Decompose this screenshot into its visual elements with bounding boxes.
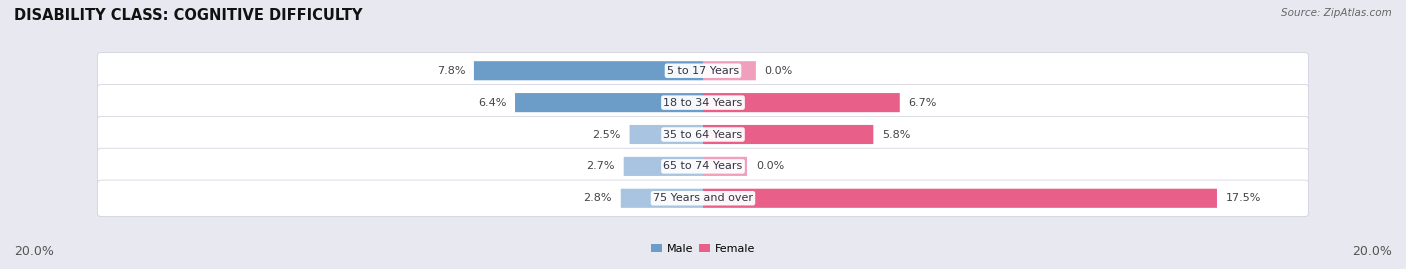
Text: 20.0%: 20.0% — [14, 245, 53, 258]
FancyBboxPatch shape — [703, 61, 756, 80]
FancyBboxPatch shape — [474, 61, 703, 80]
FancyBboxPatch shape — [703, 93, 900, 112]
Text: DISABILITY CLASS: COGNITIVE DIFFICULTY: DISABILITY CLASS: COGNITIVE DIFFICULTY — [14, 8, 363, 23]
FancyBboxPatch shape — [703, 125, 873, 144]
FancyBboxPatch shape — [624, 157, 703, 176]
FancyBboxPatch shape — [97, 148, 1309, 185]
FancyBboxPatch shape — [621, 189, 703, 208]
Text: 2.7%: 2.7% — [586, 161, 614, 171]
Legend: Male, Female: Male, Female — [647, 239, 759, 258]
FancyBboxPatch shape — [630, 125, 703, 144]
FancyBboxPatch shape — [515, 93, 703, 112]
Text: Source: ZipAtlas.com: Source: ZipAtlas.com — [1281, 8, 1392, 18]
Text: 75 Years and over: 75 Years and over — [652, 193, 754, 203]
FancyBboxPatch shape — [97, 116, 1309, 153]
Text: 20.0%: 20.0% — [1353, 245, 1392, 258]
Text: 6.4%: 6.4% — [478, 98, 506, 108]
Text: 6.7%: 6.7% — [908, 98, 936, 108]
Text: 7.8%: 7.8% — [437, 66, 465, 76]
FancyBboxPatch shape — [97, 84, 1309, 121]
FancyBboxPatch shape — [97, 52, 1309, 89]
Text: 17.5%: 17.5% — [1226, 193, 1261, 203]
FancyBboxPatch shape — [703, 189, 1218, 208]
FancyBboxPatch shape — [97, 180, 1309, 217]
Text: 2.8%: 2.8% — [583, 193, 612, 203]
Text: 35 to 64 Years: 35 to 64 Years — [664, 129, 742, 140]
Text: 65 to 74 Years: 65 to 74 Years — [664, 161, 742, 171]
Text: 0.0%: 0.0% — [756, 161, 785, 171]
Text: 5.8%: 5.8% — [882, 129, 911, 140]
Text: 18 to 34 Years: 18 to 34 Years — [664, 98, 742, 108]
FancyBboxPatch shape — [703, 157, 747, 176]
Text: 2.5%: 2.5% — [592, 129, 621, 140]
Text: 5 to 17 Years: 5 to 17 Years — [666, 66, 740, 76]
Text: 0.0%: 0.0% — [765, 66, 793, 76]
